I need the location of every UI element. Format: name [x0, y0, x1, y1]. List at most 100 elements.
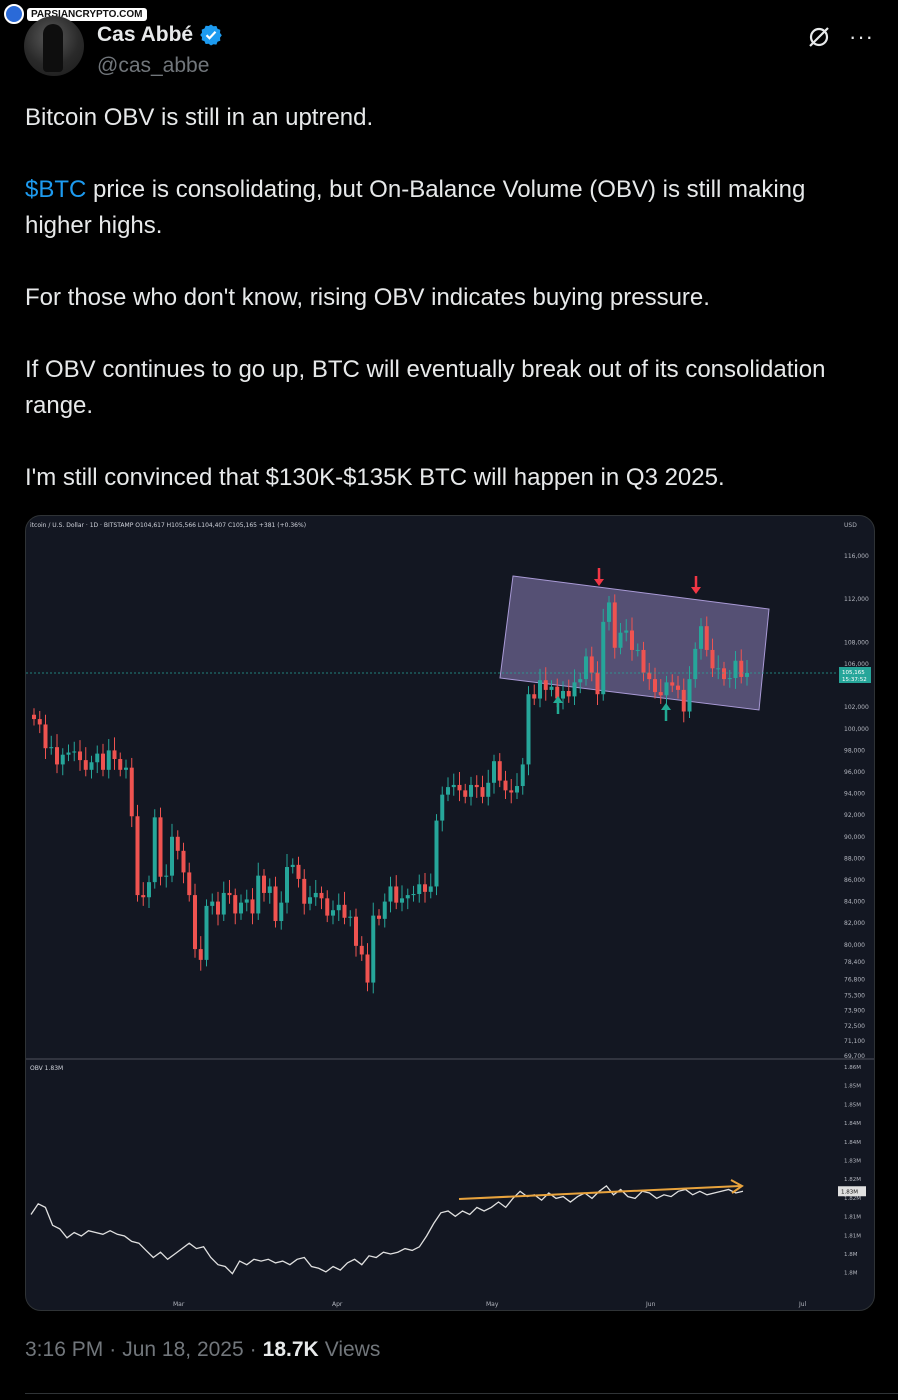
tweet-text: Bitcoin OBV is still in an uptrend. $BTC… — [25, 100, 875, 496]
price-tick-label: 112,000 — [844, 596, 869, 603]
candle-body — [43, 724, 48, 749]
candle-body — [210, 901, 215, 906]
candle-body — [549, 686, 554, 690]
candle-body — [147, 882, 151, 898]
candle-body — [325, 898, 330, 916]
obv-tick-label: 1.81M — [844, 1215, 861, 1221]
candle-body — [653, 679, 657, 693]
obv-tick-label: 1.85M — [844, 1084, 861, 1090]
candle-body — [670, 682, 675, 686]
candle-body — [400, 898, 404, 903]
candle-body — [727, 678, 732, 680]
author-handle[interactable]: @cas_abbe — [97, 54, 210, 77]
tweet-line: Bitcoin OBV is still in an uptrend. — [25, 104, 374, 131]
price-tick-label: 69,700 — [844, 1053, 865, 1060]
x-axis-label: May — [486, 1301, 499, 1308]
candle-body — [78, 751, 82, 761]
price-tick-label: 78,400 — [844, 959, 865, 966]
candle-body — [492, 761, 496, 783]
candle-body — [561, 690, 565, 699]
candle-body — [630, 630, 634, 650]
tweet-date[interactable]: Jun 18, 2025 — [122, 1338, 244, 1361]
author-name-row: Cas Abbé — [97, 23, 223, 47]
candle-body — [463, 790, 468, 797]
price-tick-label: 98,000 — [844, 747, 865, 754]
candle-body — [55, 747, 59, 765]
candle-body — [699, 626, 703, 649]
candle-body — [486, 782, 491, 797]
candle-body — [256, 875, 261, 914]
candle-body — [612, 602, 617, 648]
tweet-media-chart[interactable]: itcoin / U.S. Dollar · 1D · BITSTAMP O10… — [25, 515, 875, 1311]
cashtag-link[interactable]: $BTC — [25, 176, 87, 203]
candle-body — [693, 648, 698, 680]
candle-body — [388, 886, 393, 902]
price-tick-label: 102,000 — [844, 704, 869, 711]
candle-body — [118, 759, 123, 770]
candle-body — [532, 694, 537, 699]
consolidation-range-box — [499, 575, 770, 711]
candle-body — [578, 679, 583, 683]
price-tick-label: 96,000 — [844, 769, 865, 776]
candle-body — [371, 915, 376, 983]
avatar[interactable] — [24, 16, 84, 76]
candle-body — [520, 764, 525, 787]
price-tick-label: 72,500 — [844, 1023, 865, 1030]
candle-body — [198, 949, 203, 960]
candle-body — [187, 872, 192, 896]
arrow-head — [661, 703, 671, 710]
candle-body — [267, 886, 272, 893]
candle-body — [106, 750, 111, 770]
tweet-line-rest: price is consolidating, but On-Balance V… — [25, 176, 806, 239]
price-tick-label: 100,000 — [844, 726, 869, 733]
candle-body — [279, 902, 284, 922]
candle-body — [635, 649, 640, 651]
candle-body — [509, 790, 514, 793]
candle-body — [601, 621, 606, 695]
current-price-badge — [839, 667, 871, 684]
support-arrow-icon — [661, 703, 671, 721]
candle-body — [95, 753, 100, 763]
candle-body — [124, 767, 128, 770]
candle-body — [745, 673, 749, 677]
candle-body — [359, 945, 364, 955]
candle-body — [365, 954, 370, 983]
arrow-head — [553, 696, 563, 703]
tweet-line: $BTC price is consolidating, but On-Bala… — [25, 172, 875, 244]
candle-body — [158, 817, 163, 877]
candle-body — [451, 784, 456, 788]
candle-body — [417, 884, 422, 895]
meta-separator: · — [109, 1338, 117, 1361]
candle-body — [543, 680, 548, 690]
more-options-button[interactable]: ··· — [849, 24, 874, 49]
arrow-head — [594, 579, 604, 586]
candle-body — [354, 916, 358, 946]
price-tick-label: 76,800 — [844, 976, 865, 983]
candle-body — [112, 750, 117, 760]
resistance-arrow-icon — [594, 568, 604, 586]
candle-body — [681, 689, 686, 712]
tweet-time[interactable]: 3:16 PM — [25, 1338, 104, 1361]
support-arrow-icon — [553, 696, 563, 714]
x-axis-label: Jul — [798, 1301, 807, 1308]
candle-body — [227, 892, 232, 896]
obv-trend-line — [458, 1185, 741, 1200]
candle-body — [394, 886, 399, 903]
candle-body — [308, 897, 312, 904]
candle-body — [193, 895, 197, 950]
candle-body — [244, 899, 249, 903]
author-name[interactable]: Cas Abbé — [97, 23, 194, 46]
candle-body — [739, 660, 744, 677]
candle-body — [181, 850, 186, 873]
views-count: 18.7K — [262, 1338, 319, 1361]
watermark: PARSIANCRYPTO.COM — [4, 4, 147, 24]
verified-badge-icon[interactable] — [199, 23, 223, 47]
grok-icon[interactable] — [806, 24, 832, 50]
candle-body — [221, 892, 226, 915]
obv-tick-label: 1.85M — [844, 1102, 861, 1108]
candle-body — [641, 649, 646, 673]
candle-body — [135, 816, 140, 896]
candle-body — [566, 690, 571, 697]
tweet-line: I'm still convinced that $130K-$135K BTC… — [25, 464, 725, 491]
candle-body — [503, 780, 508, 791]
